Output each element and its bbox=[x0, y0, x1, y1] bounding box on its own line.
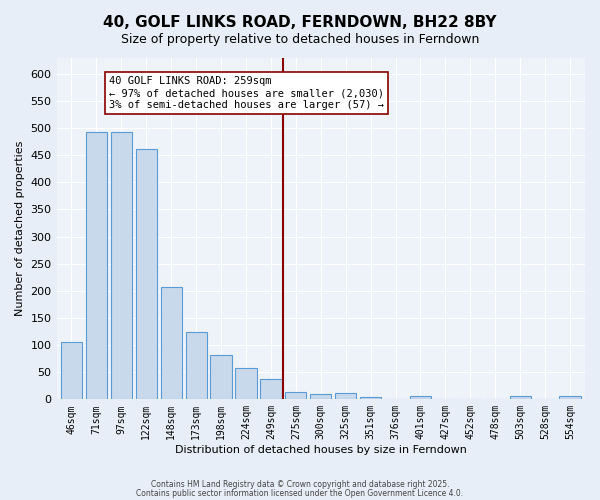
Bar bbox=[111, 132, 132, 400]
Text: 40, GOLF LINKS ROAD, FERNDOWN, BH22 8BY: 40, GOLF LINKS ROAD, FERNDOWN, BH22 8BY bbox=[103, 15, 497, 30]
Bar bbox=[136, 148, 157, 400]
Bar bbox=[260, 378, 281, 400]
Bar bbox=[161, 287, 182, 400]
Bar bbox=[285, 392, 307, 400]
Bar bbox=[86, 132, 107, 400]
Text: 40 GOLF LINKS ROAD: 259sqm
← 97% of detached houses are smaller (2,030)
3% of se: 40 GOLF LINKS ROAD: 259sqm ← 97% of deta… bbox=[109, 76, 384, 110]
Bar bbox=[185, 332, 207, 400]
Bar bbox=[360, 397, 381, 400]
Bar bbox=[211, 356, 232, 400]
Bar bbox=[310, 394, 331, 400]
Y-axis label: Number of detached properties: Number of detached properties bbox=[15, 140, 25, 316]
Bar bbox=[559, 396, 581, 400]
Text: Contains HM Land Registry data © Crown copyright and database right 2025.: Contains HM Land Registry data © Crown c… bbox=[151, 480, 449, 489]
Text: Contains public sector information licensed under the Open Government Licence 4.: Contains public sector information licen… bbox=[136, 489, 464, 498]
Bar bbox=[335, 393, 356, 400]
Bar bbox=[410, 396, 431, 400]
Bar bbox=[509, 396, 531, 400]
Bar bbox=[61, 342, 82, 400]
X-axis label: Distribution of detached houses by size in Ferndown: Distribution of detached houses by size … bbox=[175, 445, 467, 455]
Bar bbox=[235, 368, 257, 400]
Text: Size of property relative to detached houses in Ferndown: Size of property relative to detached ho… bbox=[121, 32, 479, 46]
